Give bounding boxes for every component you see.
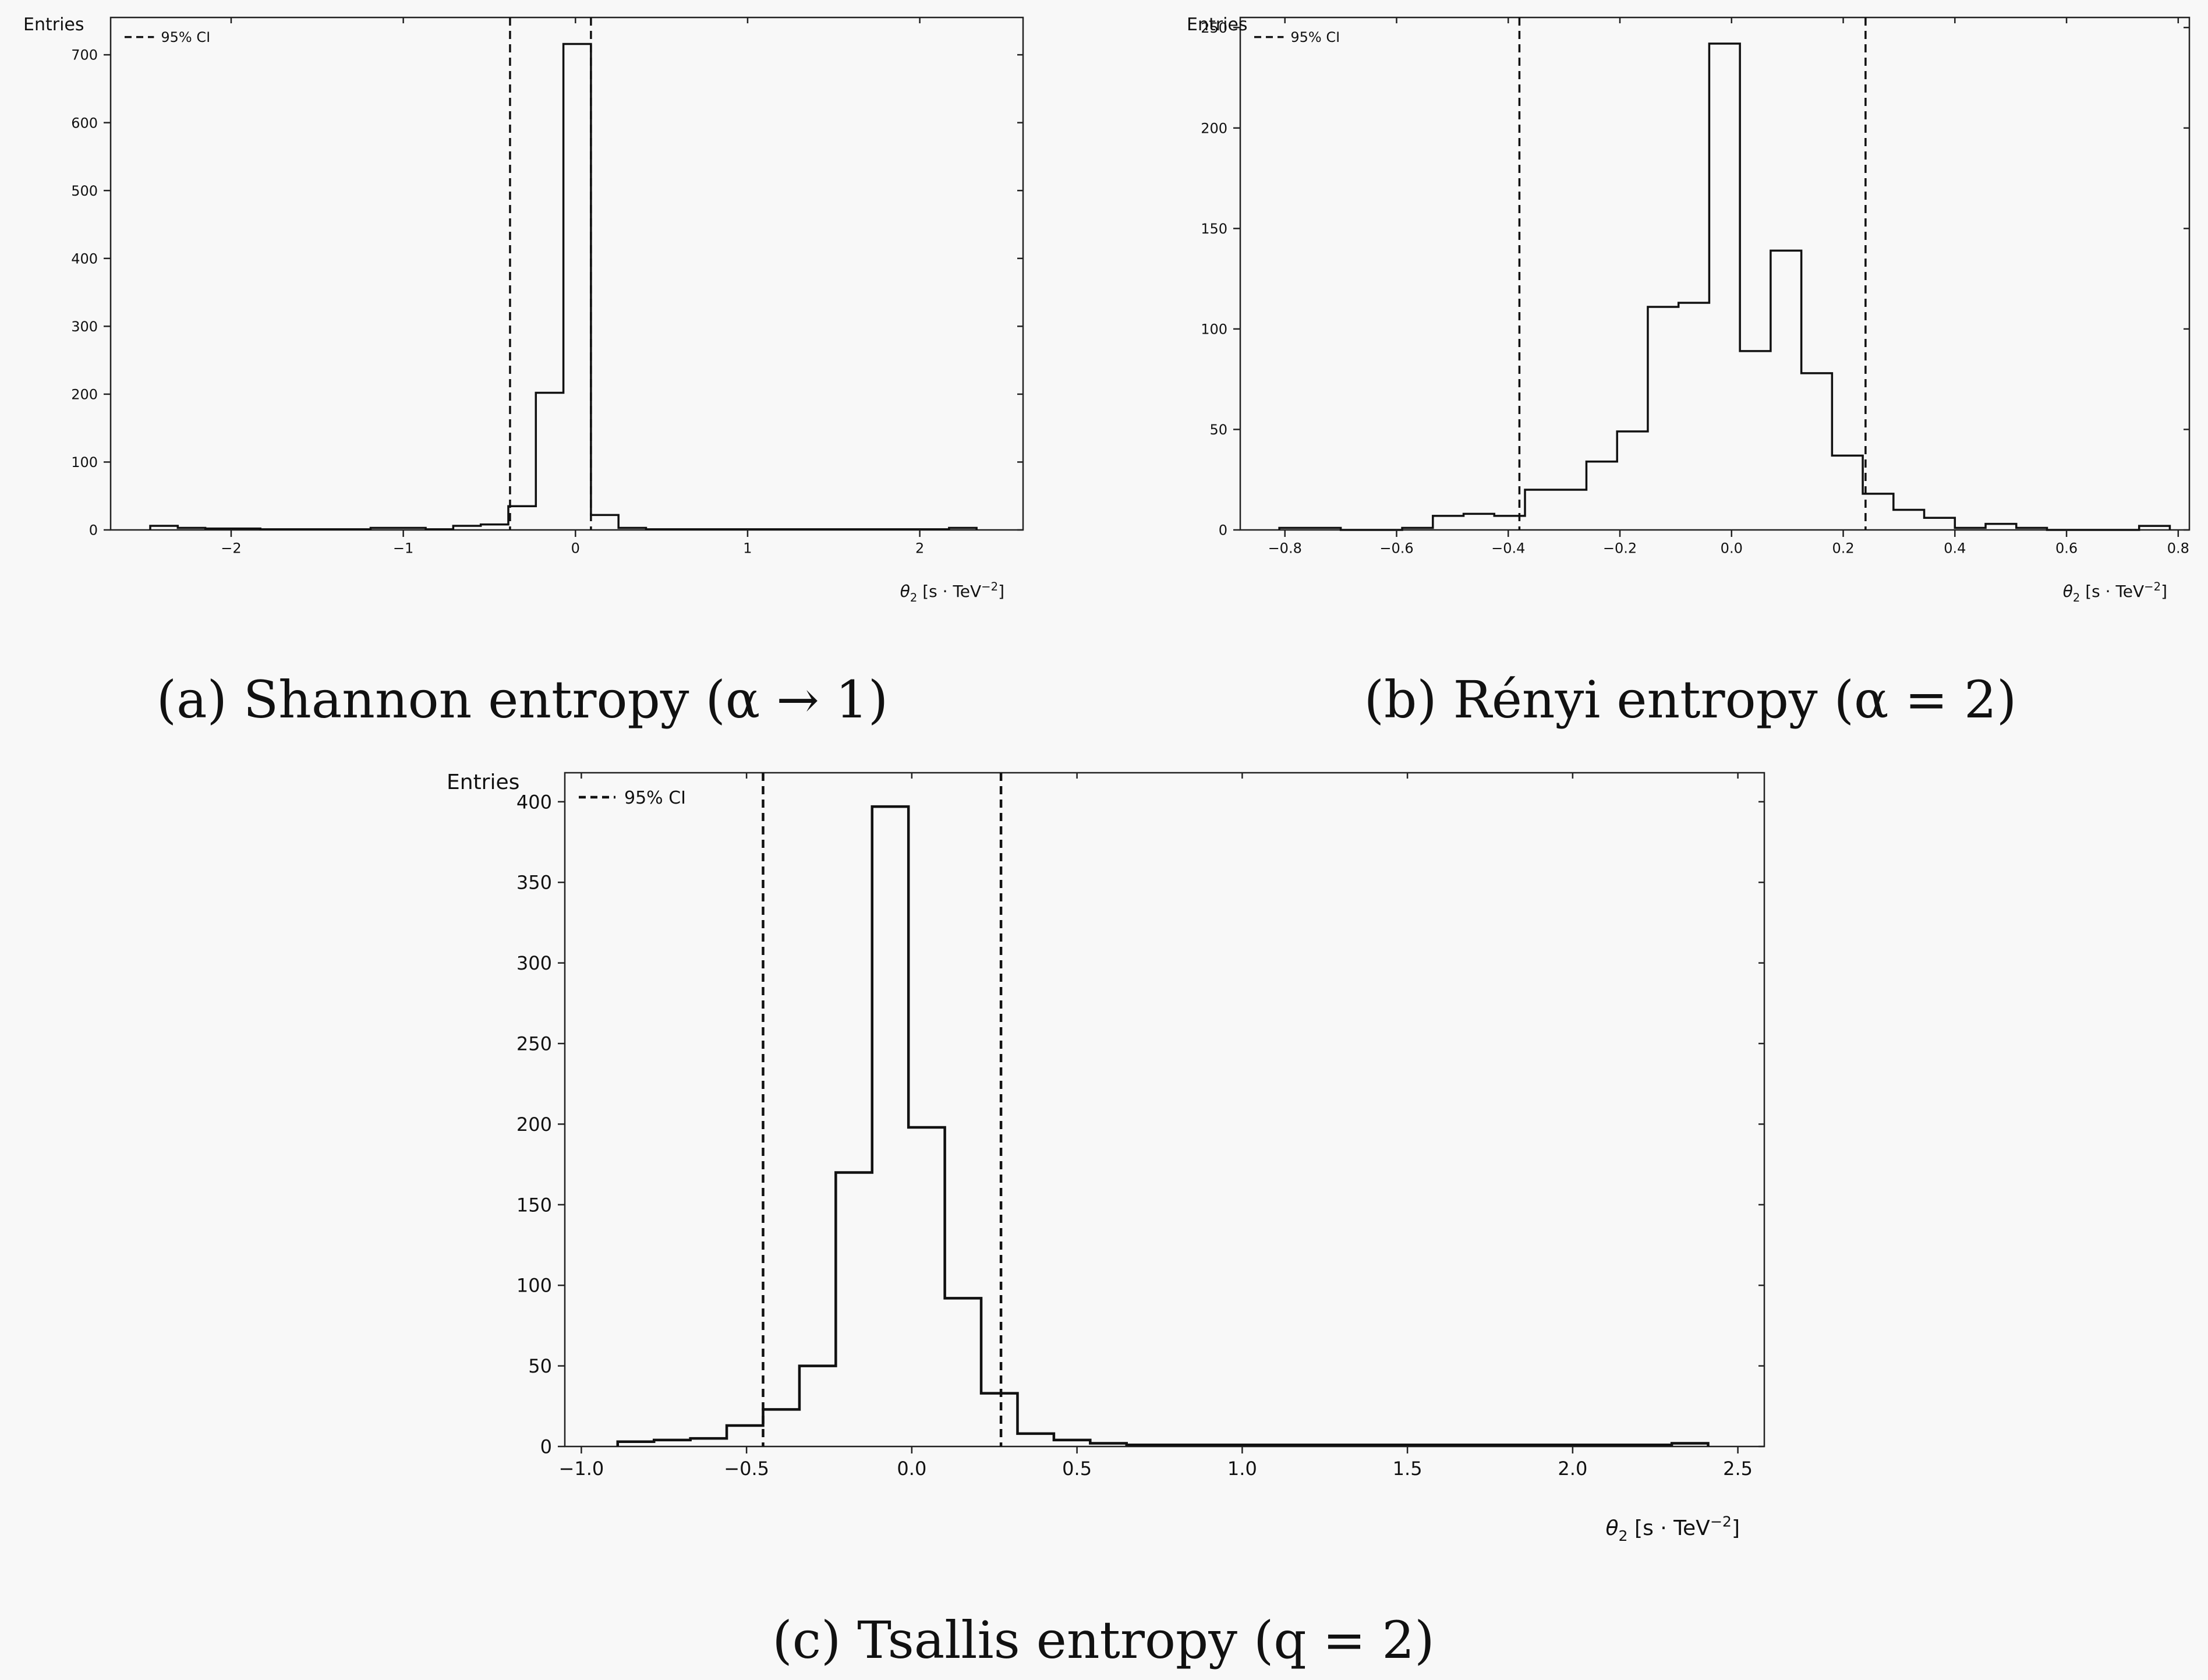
caption-a: (a) Shannon entropy (α → 1) xyxy=(157,670,888,730)
x-tick-label-c: −0.5 xyxy=(724,1458,769,1480)
x-tick-label-b: −0.6 xyxy=(1379,540,1413,557)
x-tick-label-b: 0.6 xyxy=(2055,540,2078,557)
y-tick-label-b: 0 xyxy=(1219,522,1227,539)
y-tick-label-b: 50 xyxy=(1209,422,1227,438)
y-tick-label-a: 600 xyxy=(71,115,98,131)
x-axis-label-c: θ2 [s · TeV−2] xyxy=(1606,1513,1740,1544)
x-tick-label-b: 0.8 xyxy=(2167,540,2189,557)
y-tick-label-c: 50 xyxy=(528,1355,552,1377)
x-tick-label-c: 2.5 xyxy=(1723,1458,1753,1480)
y-tick-label-a: 100 xyxy=(71,454,98,471)
x-axis-label-a: θ2 [s · TeV−2] xyxy=(900,580,1004,604)
y-tick-label-a: 400 xyxy=(71,250,98,267)
x-tick-label-b: −0.4 xyxy=(1491,540,1525,557)
chart-panel-a: −2 −1 0 1 2 0 100 200 300 400 500 600 700 95% CI Entri… xyxy=(23,15,1024,604)
y-tick-label-c: 200 xyxy=(516,1113,552,1136)
histogram-series-c xyxy=(616,805,1710,1446)
x-tick-label-c: 2.0 xyxy=(1558,1458,1587,1480)
x-tick-label-b: 0.4 xyxy=(1944,540,1966,557)
y-axis-label-b: Entries xyxy=(1187,15,1248,35)
plot-frame-b xyxy=(1239,16,2191,531)
y-tick-label-c: 0 xyxy=(540,1436,552,1458)
x-tick-label-c: 1.0 xyxy=(1227,1458,1257,1480)
histogram-series-a xyxy=(149,43,978,530)
x-tick-label-b: −0.8 xyxy=(1268,540,1302,557)
legend-label-a: 95% CI xyxy=(161,29,210,45)
y-tick-label-c: 400 xyxy=(516,791,552,813)
y-tick-label-c: 150 xyxy=(516,1194,552,1216)
y-tick-label-a: 700 xyxy=(71,47,98,63)
histogram-series-b xyxy=(1278,43,2171,531)
x-axis-label-b: θ2 [s · TeV−2] xyxy=(2063,580,2167,604)
legend-label-c: 95% CI xyxy=(624,788,686,808)
plot-frame-a xyxy=(109,16,1024,531)
y-tick-label-a: 300 xyxy=(71,319,98,335)
y-tick-label-c: 350 xyxy=(516,872,552,894)
x-tick-label-b: 0.0 xyxy=(1721,540,1743,557)
legend-label-b: 95% CI xyxy=(1290,29,1340,45)
caption-b: (b) Rényi entropy (α = 2) xyxy=(1364,670,2017,730)
caption-c: (c) Tsallis entropy (q = 2) xyxy=(772,1610,1434,1670)
y-tick-label-c: 100 xyxy=(516,1275,552,1297)
x-tick-label-b: 0.2 xyxy=(1832,540,1854,557)
x-tick-label-c: 1.5 xyxy=(1393,1458,1423,1480)
x-tick-label-c: 0.5 xyxy=(1062,1458,1092,1480)
y-tick-label-c: 250 xyxy=(516,1033,552,1055)
chart-panel-c: −1.0 −0.5 0.0 0.5 1.0 1.5 2.0 2.5 0 50 100 150 200 25… xyxy=(447,770,1765,1544)
y-tick-label-a: 500 xyxy=(71,183,98,199)
y-tick-label-b: 150 xyxy=(1201,221,1227,237)
y-tick-label-b: 100 xyxy=(1201,321,1227,338)
y-tick-label-c: 300 xyxy=(516,952,552,974)
x-tick-label-b: −0.2 xyxy=(1603,540,1637,557)
chart-panel-b: −0.8 −0.6 −0.4 −0.2 0.0 0.2 0.4 0.6 0.8 0 50 100 150… xyxy=(1187,15,2191,604)
x-tick-label-c: 0.0 xyxy=(897,1458,926,1480)
y-axis-label-c: Entries xyxy=(447,770,519,794)
x-tick-label-c: −1.0 xyxy=(559,1458,604,1480)
y-axis-label-a: Entries xyxy=(23,15,84,35)
x-tick-label-a: 1 xyxy=(743,540,752,557)
y-tick-label-a: 200 xyxy=(71,387,98,403)
x-tick-label-a: −2 xyxy=(221,540,241,557)
x-tick-label-a: 0 xyxy=(571,540,580,557)
y-tick-label-b: 200 xyxy=(1201,120,1227,136)
x-tick-label-a: 2 xyxy=(915,540,924,557)
y-tick-label-b: 250 xyxy=(1201,20,1227,36)
plot-frame-c xyxy=(564,772,1765,1448)
x-tick-label-a: −1 xyxy=(393,540,413,557)
y-tick-label-a: 0 xyxy=(89,522,98,539)
